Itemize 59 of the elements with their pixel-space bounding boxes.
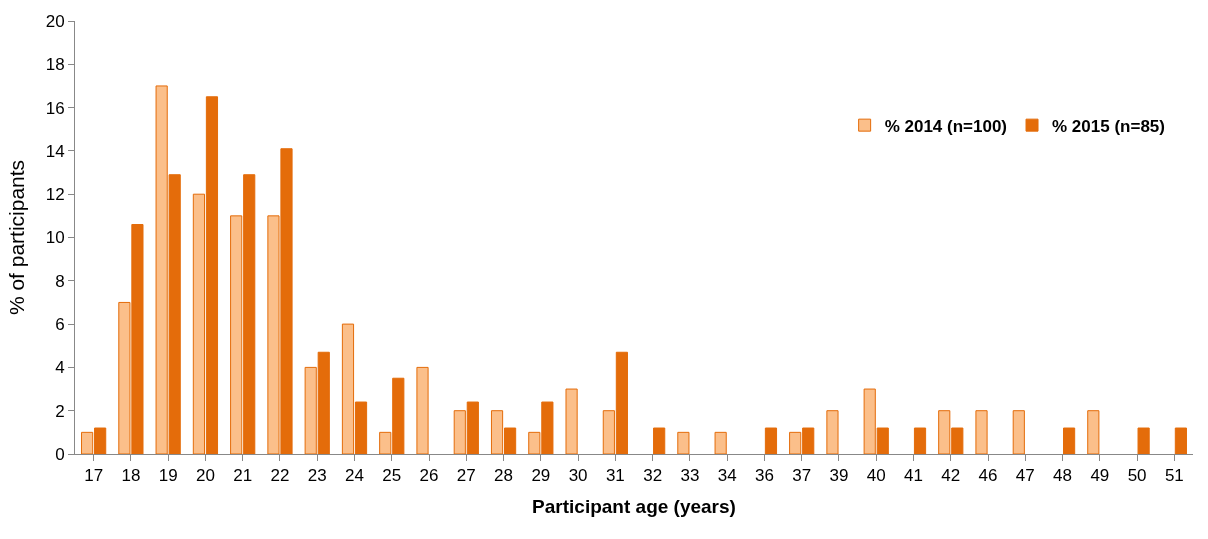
y-tick-label: 0: [55, 444, 65, 464]
x-tick-label: 33: [680, 466, 700, 486]
y-tick-label: 8: [55, 271, 65, 291]
x-tick-label: 25: [382, 466, 402, 486]
bar: [1087, 410, 1100, 454]
y-tick-label: 2: [55, 401, 65, 421]
x-tick-label: 34: [717, 466, 737, 486]
x-tick-label: 41: [904, 466, 923, 486]
y-axis-title: % of participants: [4, 159, 28, 316]
x-tick-label: 30: [568, 466, 588, 486]
x-tick-label: 22: [270, 466, 290, 486]
x-tick-label: 31: [605, 466, 625, 486]
x-tick-label: 39: [829, 466, 849, 486]
legend-label: % 2015 (n=85): [1052, 116, 1165, 136]
x-tick-label: 28: [494, 466, 514, 486]
bar: [714, 431, 727, 454]
bar: [764, 427, 778, 454]
x-tick-label: 40: [866, 466, 886, 486]
bar: [1012, 410, 1025, 454]
x-tick-label: 42: [941, 466, 961, 486]
x-tick-label: 29: [531, 466, 551, 486]
bar: [565, 388, 578, 454]
bar: [677, 431, 690, 454]
bar: [913, 427, 927, 454]
x-tick-label: 26: [419, 466, 439, 486]
bar: [1174, 427, 1187, 454]
x-tick-label: 49: [1090, 466, 1110, 486]
bar: [975, 410, 988, 454]
x-tick-label: 23: [307, 466, 327, 486]
bar: [1137, 427, 1150, 454]
x-tick-label: 36: [754, 466, 774, 486]
bar: [416, 366, 429, 454]
bar: [653, 427, 666, 454]
bar: [826, 410, 839, 454]
legend-label: % 2014 (n=100): [884, 116, 1008, 136]
x-tick-label: 19: [158, 466, 178, 486]
x-axis-title: Participant age (years): [532, 496, 736, 518]
y-tick-label: 6: [55, 315, 65, 335]
y-tick-label: 16: [45, 98, 65, 118]
x-tick-label: 50: [1127, 466, 1147, 486]
x-tick-label: 51: [1164, 466, 1184, 486]
bar: [1063, 427, 1076, 454]
y-tick-label: 4: [55, 358, 65, 378]
x-tick-label: 47: [1015, 466, 1035, 486]
y-tick-label: 14: [45, 141, 65, 161]
x-tick-label: 32: [643, 466, 663, 486]
y-tick-label: 20: [45, 11, 65, 31]
x-tick-label: 18: [121, 466, 141, 486]
y-tick-label: 12: [45, 185, 65, 205]
y-tick-label: 18: [45, 55, 65, 75]
x-tick-label: 48: [1053, 466, 1073, 486]
x-tick-label: 46: [978, 466, 998, 486]
x-tick-label: 24: [345, 466, 364, 486]
x-tick-label: 27: [456, 466, 476, 486]
x-tick-label: 20: [195, 466, 215, 486]
x-tick-label: 17: [84, 466, 104, 486]
y-tick-label: 10: [45, 228, 65, 248]
x-tick-label: 37: [792, 466, 812, 486]
x-tick-label: 21: [233, 466, 253, 486]
